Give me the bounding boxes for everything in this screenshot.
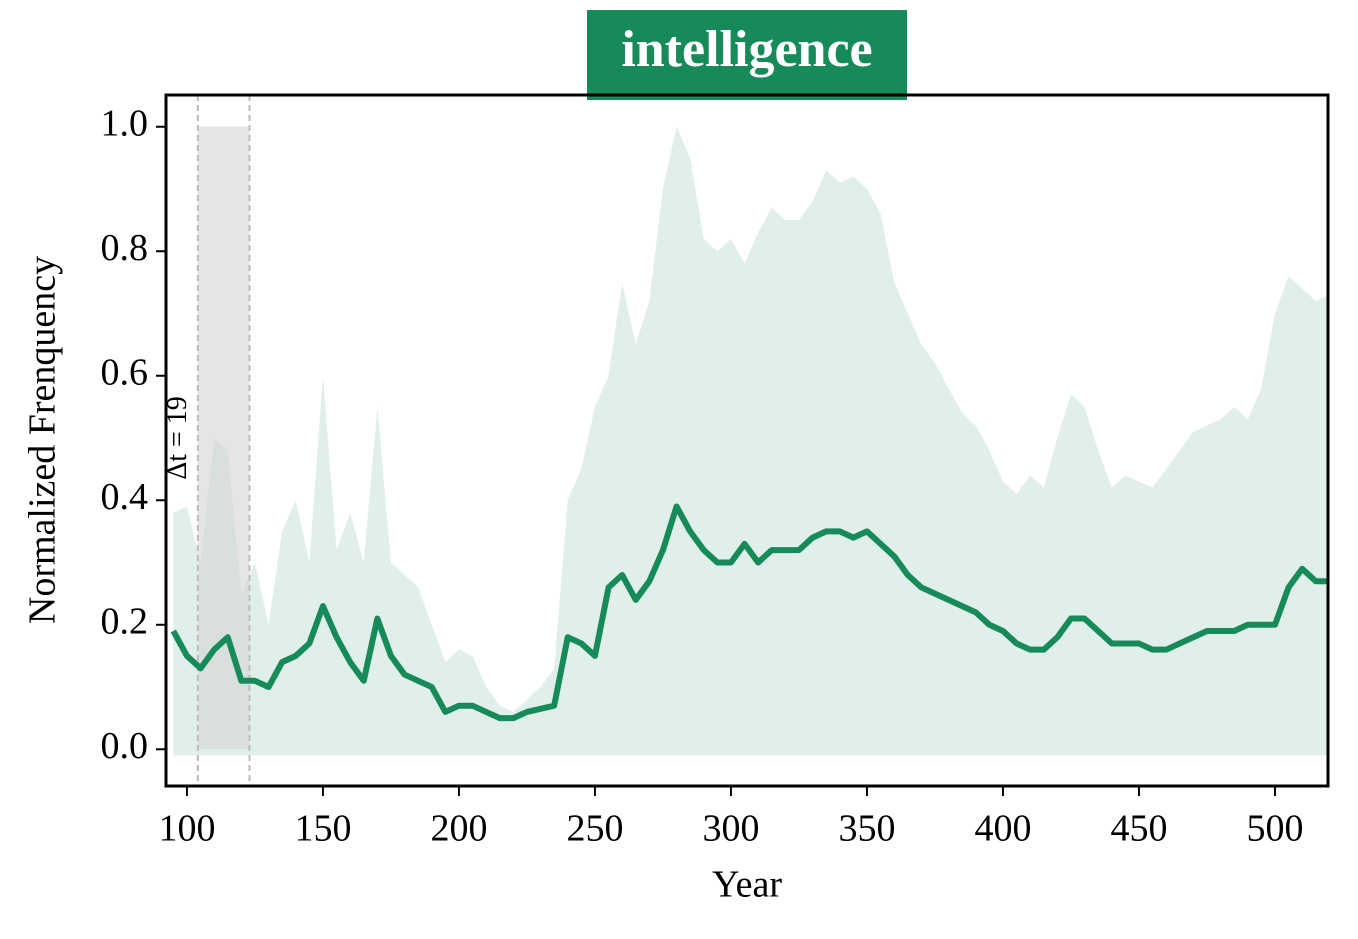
x-tick-label: 350 — [838, 808, 895, 850]
x-tick-label: 300 — [702, 808, 759, 850]
y-axis-label: Normalized Frenquency — [22, 256, 64, 624]
plot-frame — [164, 93, 1330, 788]
chart-title: intelligence — [621, 21, 872, 78]
x-tick-label: 100 — [158, 808, 215, 850]
x-tick-label: 400 — [974, 808, 1031, 850]
x-tick-label: 500 — [1246, 808, 1303, 850]
y-tick-label: 0.8 — [101, 227, 149, 269]
x-tick-label: 250 — [566, 808, 623, 850]
y-tick-label: 0.6 — [101, 351, 149, 393]
span-region — [197, 126, 250, 750]
plot-area — [170, 95, 1328, 786]
y-tick-label: 0.4 — [101, 476, 149, 518]
x-tick-label: 200 — [430, 808, 487, 850]
y-tick-label: 0.0 — [101, 725, 149, 767]
y-tick-label: 1.0 — [101, 102, 149, 144]
x-axis-label: Year — [712, 864, 782, 906]
x-tick-label: 450 — [1110, 808, 1167, 850]
title-box — [587, 10, 907, 100]
line — [170, 503, 1328, 722]
y-tick-label: 0.2 — [101, 600, 149, 642]
band-area — [173, 126, 1328, 756]
x-tick-label: 150 — [294, 808, 351, 850]
